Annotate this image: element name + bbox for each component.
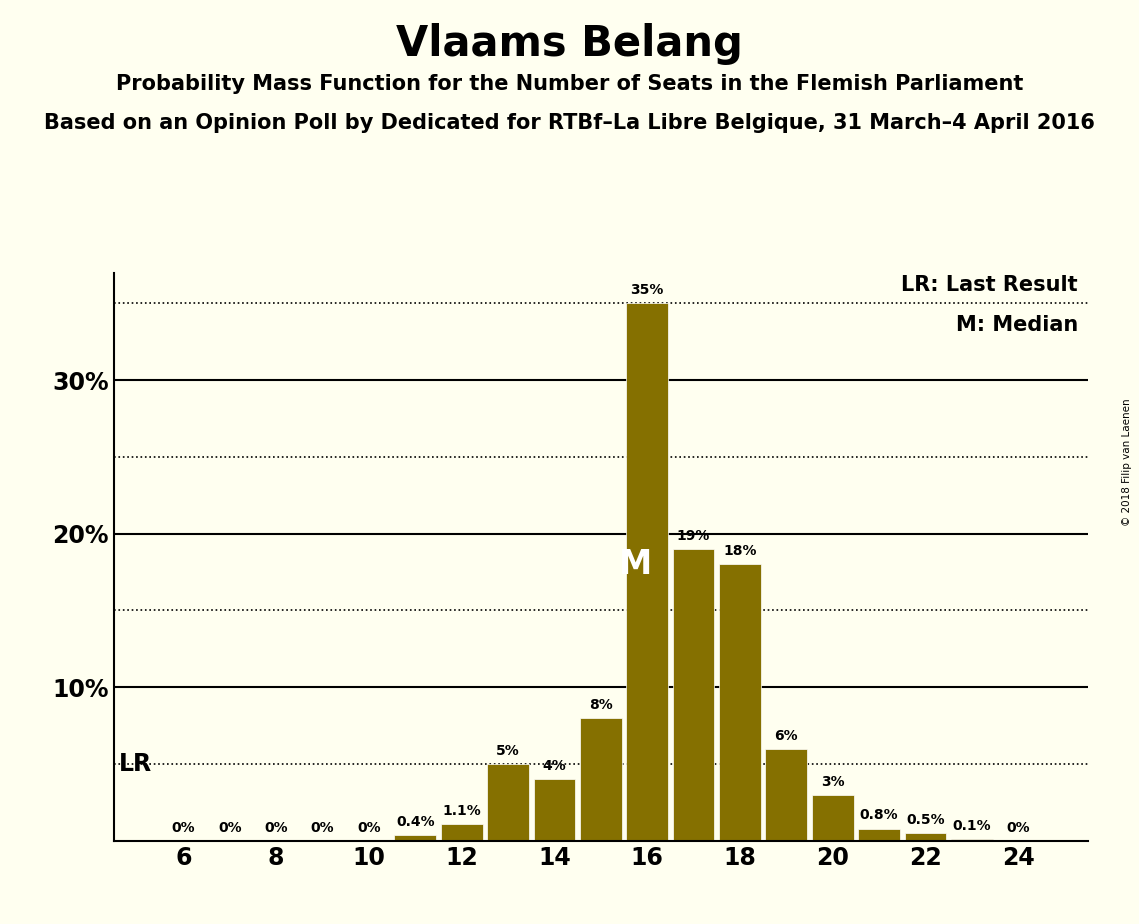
Text: LR: LR [118,752,151,776]
Text: 4%: 4% [542,760,566,773]
Bar [487,764,528,841]
Text: 0%: 0% [358,821,380,834]
Text: 3%: 3% [821,774,844,788]
Text: 0%: 0% [218,821,241,834]
Text: 0.1%: 0.1% [952,820,991,833]
Text: 0%: 0% [311,821,335,834]
Bar [394,834,436,841]
Text: 5%: 5% [497,744,519,758]
Bar [765,748,808,841]
Text: 35%: 35% [631,283,664,298]
Text: Vlaams Belang: Vlaams Belang [396,23,743,65]
Bar [626,303,669,841]
Text: © 2018 Filip van Laenen: © 2018 Filip van Laenen [1122,398,1132,526]
Text: 1.1%: 1.1% [442,804,481,818]
Text: 18%: 18% [723,544,756,558]
Bar [719,565,761,841]
Bar [951,839,993,841]
Text: 0%: 0% [264,821,288,834]
Bar [904,833,947,841]
Text: 0%: 0% [172,821,195,834]
Bar [533,780,575,841]
Text: 8%: 8% [589,698,613,711]
Text: M: Median: M: Median [956,315,1077,335]
Text: Based on an Opinion Poll by Dedicated for RTBf–La Libre Belgique, 31 March–4 Apr: Based on an Opinion Poll by Dedicated fo… [44,113,1095,133]
Text: LR: Last Result: LR: Last Result [901,275,1077,296]
Bar [580,718,622,841]
Bar [858,829,900,841]
Bar [441,824,483,841]
Text: 0.4%: 0.4% [396,815,435,829]
Text: 0.8%: 0.8% [860,808,899,822]
Text: M: M [618,548,653,581]
Text: 0%: 0% [1007,821,1030,834]
Text: 0.5%: 0.5% [907,813,944,827]
Text: Probability Mass Function for the Number of Seats in the Flemish Parliament: Probability Mass Function for the Number… [116,74,1023,94]
Bar [673,549,714,841]
Text: 19%: 19% [677,529,711,543]
Bar [812,795,853,841]
Text: 6%: 6% [775,728,798,743]
